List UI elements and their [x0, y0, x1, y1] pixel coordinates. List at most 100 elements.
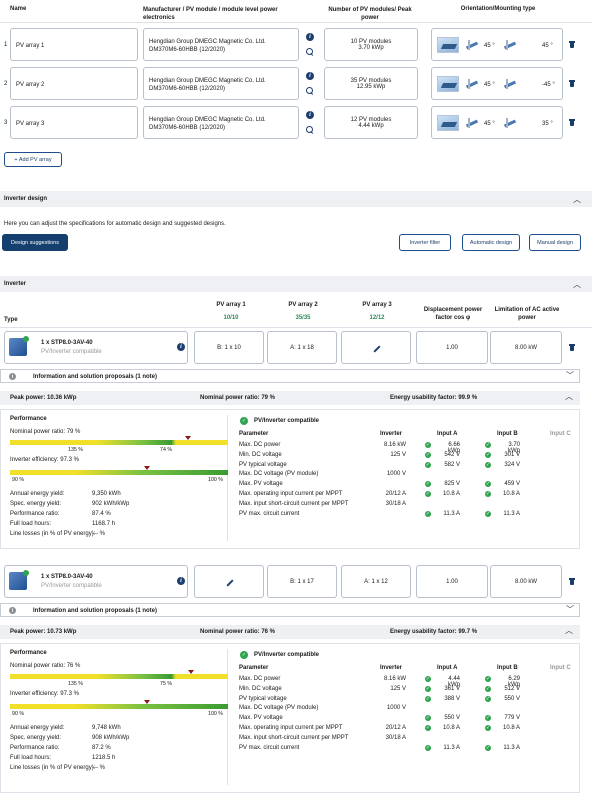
pv-array-3-header: PV array 3 [362, 302, 392, 308]
info-icon[interactable]: i [177, 343, 185, 351]
param-input-b: 10.8 A [502, 491, 520, 497]
module-selector[interactable]: Hengdian Group DMEGC Magnetic Co. Ltd. D… [143, 106, 299, 139]
info-icon[interactable]: i [306, 72, 314, 80]
assignment-value: B: 1 x 17 [290, 578, 314, 585]
design-suggestions-button[interactable]: Design suggestions [2, 234, 68, 251]
orientation-field[interactable]: 45 ° 45 ° [431, 28, 563, 61]
param-input-b: 779 V [504, 715, 520, 722]
array-name-field[interactable]: PV array 1 [10, 28, 138, 61]
chevron-down-icon[interactable]: ﹀ [566, 605, 574, 614]
array-assignment-1[interactable]: B: 1 x 10 [194, 331, 264, 364]
ac-limit-field[interactable]: 8.00 kW [490, 331, 562, 364]
perf-label: Performance ratio: [10, 511, 60, 517]
information-bar[interactable]: i Information and solution proposals (1 … [0, 369, 580, 383]
nominal-power-ratio: Nominal power ratio: 79 % [200, 395, 276, 401]
check-icon: ✓ [485, 481, 491, 488]
input-a-header: Input A [437, 665, 458, 671]
module-selector[interactable]: Hengdian Group DMEGC Magnetic Co. Ltd. D… [143, 28, 299, 61]
npr-high-label: 74 % [160, 447, 173, 453]
param-inverter: 125 V [390, 451, 406, 458]
details-panel [0, 643, 580, 793]
inverter-selector[interactable]: 1 x STP8.0-3AV-40 PV/Inverter compatible [4, 331, 188, 364]
cos-phi-field[interactable]: 1.00 [416, 331, 488, 364]
npr-bar [10, 674, 228, 679]
perf-value: 902 kWh/kWp [92, 501, 130, 507]
perf-label: Spec. energy yield: [10, 735, 62, 741]
array-assignment-3[interactable] [341, 331, 411, 364]
performance-title: Performance [10, 416, 47, 422]
orientation-field[interactable]: 45 ° -45 ° [431, 67, 563, 100]
param-name: Min. DC voltage [239, 685, 282, 692]
param-header: Parameter [239, 431, 269, 437]
cos-phi-field[interactable]: 1.00 [416, 565, 488, 598]
trash-icon[interactable] [569, 344, 575, 351]
info-icon[interactable]: i [306, 33, 314, 41]
azimuth-value: 45 ° [542, 43, 553, 49]
information-bar[interactable]: i Information and solution proposals (1 … [0, 603, 580, 617]
param-input-b: 3.70 kWp [508, 442, 520, 454]
perf-value: 9,350 kWh [92, 491, 121, 497]
chevron-up-icon[interactable]: ︿ [565, 626, 573, 635]
inverter-summary-bar[interactable]: Peak power: 10.73 kWp Nominal power rati… [0, 625, 580, 639]
array-assignment-2[interactable]: A: 1 x 18 [267, 331, 337, 364]
manual-design-button[interactable]: Manual design [529, 234, 581, 251]
param-input-b: 512 V [504, 685, 520, 692]
search-icon[interactable] [306, 126, 314, 134]
npr-marker [188, 670, 195, 674]
array-assignment-1[interactable] [194, 565, 264, 598]
param-input-a: 542 V [444, 451, 460, 458]
ac-limit-field[interactable]: 8.00 kW [490, 565, 562, 598]
check-icon: ✓ [485, 461, 491, 468]
peak-power: Peak power: 10.36 kWp [10, 395, 77, 401]
mounting-thumbnail [437, 115, 459, 131]
modules-field[interactable]: 10 PV modules 3.70 kWp [324, 28, 418, 61]
array-assignment-2[interactable]: B: 1 x 17 [267, 565, 337, 598]
trash-icon[interactable] [569, 41, 575, 48]
param-input-a: 4.44 kWp [448, 676, 460, 688]
module-name: DM370M6-60HBB (12/2020) [149, 47, 226, 53]
efficiency-low-label: 90 % [12, 711, 25, 717]
inverter-selector[interactable]: 1 x STP8.0-3AV-40 PV/Inverter compatible [4, 565, 188, 598]
param-name: PV typical voltage [239, 461, 287, 468]
modules-field[interactable]: 12 PV modules 4.44 kWp [324, 106, 418, 139]
trash-icon[interactable] [569, 119, 575, 126]
orientation-field[interactable]: 45 ° 35 ° [431, 106, 563, 139]
inverter-image [9, 336, 29, 356]
trash-icon[interactable] [569, 578, 575, 585]
input-c-header: Input C [550, 431, 571, 437]
module-selector[interactable]: Hengdian Group DMEGC Magnetic Co. Ltd. D… [143, 67, 299, 100]
ac-power-limit-header: Limitation of AC active power [494, 307, 560, 321]
npr-label: Nominal power ratio: 79 % [10, 429, 81, 435]
assignment-value: B: 1 x 10 [217, 344, 241, 351]
tilt-value: 45 ° [484, 121, 495, 127]
inverter-filter-button[interactable]: Inverter filter [399, 234, 451, 251]
check-icon: ✓ [425, 695, 431, 702]
inverter-summary-bar[interactable]: Peak power: 10.36 kWp Nominal power rati… [0, 391, 580, 405]
search-icon[interactable] [306, 48, 314, 56]
chevron-down-icon[interactable]: ﹀ [566, 371, 574, 380]
inverter-header[interactable]: Inverter ︿ [0, 276, 592, 292]
search-icon[interactable] [306, 87, 314, 95]
array-name-field[interactable]: PV array 3 [10, 106, 138, 139]
chevron-up-icon[interactable]: ︿ [573, 280, 581, 289]
param-name: Max. input short-circuit current per MPP… [239, 734, 349, 741]
param-input-a: 582 V [444, 461, 460, 468]
param-inverter: 8.16 kW [383, 442, 406, 448]
add-pv-array-button[interactable]: + Add PV array [4, 152, 62, 167]
array-name-field[interactable]: PV array 2 [10, 67, 138, 100]
param-name: Min. DC voltage [239, 451, 282, 458]
azimuth-icon [502, 115, 518, 131]
info-icon[interactable]: i [306, 111, 314, 119]
chevron-up-icon[interactable]: ︿ [573, 195, 581, 204]
trash-icon[interactable] [569, 80, 575, 87]
info-icon[interactable]: i [177, 577, 185, 585]
row-index: 2 [4, 81, 8, 87]
param-name: Max. PV voltage [239, 715, 283, 722]
array-assignment-3[interactable]: A: 1 x 12 [341, 565, 411, 598]
chevron-up-icon[interactable]: ︿ [565, 392, 573, 401]
modules-field[interactable]: 35 PV modules 12.95 kWp [324, 67, 418, 100]
inverter-design-header[interactable]: Inverter design ︿ [0, 191, 592, 207]
automatic-design-button[interactable]: Automatic design [462, 234, 520, 251]
performance-panel [8, 649, 228, 785]
header-divider [0, 22, 592, 23]
